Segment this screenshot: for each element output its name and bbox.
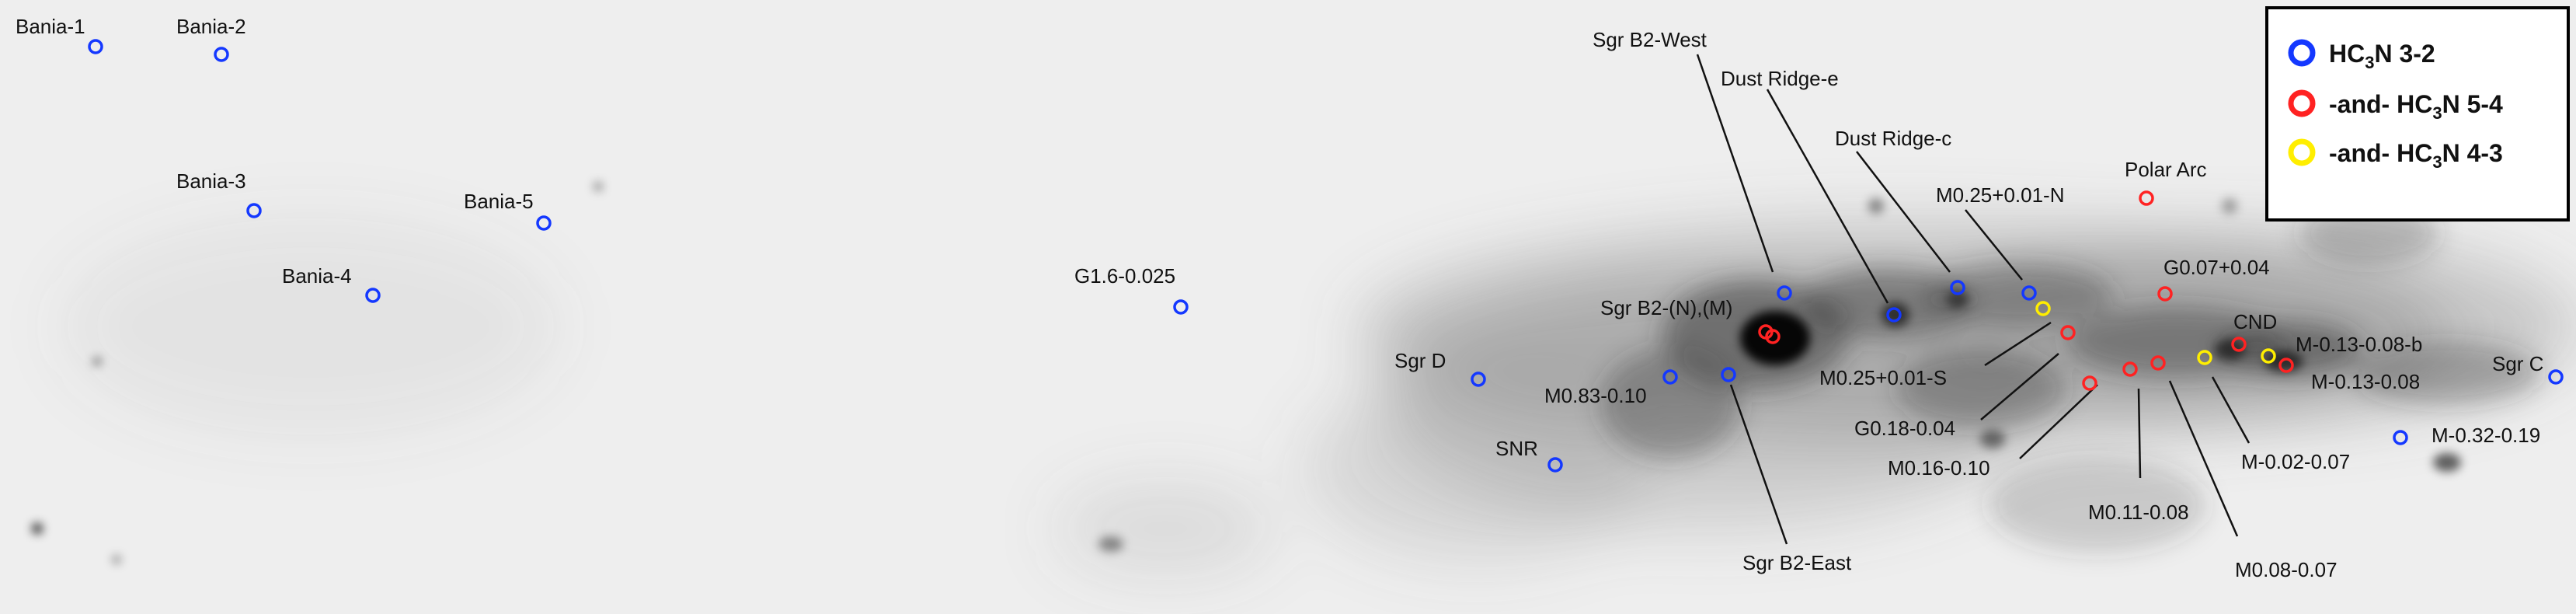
leader-line-dust-ridge-e — [1766, 89, 1889, 304]
label-polar-arc: Polar Arc — [2125, 158, 2207, 181]
leader-line-m0.11 — [2137, 388, 2142, 479]
marker-sgr-c — [2548, 369, 2564, 385]
marker-dust-ridge-e — [1886, 307, 1902, 323]
label-g1.6-0.025: G1.6-0.025 — [1074, 264, 1175, 288]
marker-cnd — [2231, 337, 2247, 352]
leader-line-g0.18 — [1980, 353, 2059, 420]
label-bania-1: Bania-1 — [16, 15, 85, 38]
label-g0.18: G0.18-0.04 — [1854, 417, 1955, 440]
label-m-0.13-b: M-0.13-0.08-b — [2296, 333, 2422, 356]
legend-text-hc3n-4-3: -and- HC3N 4-3 — [2329, 139, 2503, 172]
leader-line-m0.08 — [2168, 380, 2239, 537]
label-m-0.02: M-0.02-0.07 — [2241, 450, 2350, 473]
legend-entry-hc3n-5-4: -and- HC3N 5-4 — [2288, 89, 2503, 123]
marker-m0.25-n-yellow — [2035, 301, 2051, 316]
leader-line-sgr-b2-east — [1729, 384, 1788, 545]
marker-m0.11 — [2150, 355, 2166, 371]
marker-m-0.32 — [2393, 430, 2408, 445]
source-labels: Bania-1 Bania-2 Bania-3 Bania-5 Bania-4 … — [16, 15, 2543, 581]
legend: HC3N 3-2 -and- HC3N 5-4 -and- HC3N 4-3 — [2265, 6, 2570, 222]
leader-line-sgr-b2-west — [1696, 54, 1774, 273]
label-dust-ridge-c: Dust Ridge-c — [1835, 127, 1951, 150]
source-markers — [88, 39, 2564, 473]
marker-bania-5 — [536, 215, 552, 231]
label-dust-ridge-e: Dust Ridge-e — [1721, 67, 1839, 90]
leader-line-dust-ridge-c — [1856, 151, 1951, 273]
marker-sgr-d — [1471, 372, 1486, 387]
marker-m-0.13-b — [2261, 348, 2276, 364]
marker-m0.83 — [1662, 369, 1678, 385]
marker-bania-1 — [88, 39, 103, 54]
marker-bania-3 — [246, 203, 262, 218]
legend-swatch-hc3n-3-2 — [2288, 39, 2316, 67]
label-bania-4: Bania-4 — [282, 264, 352, 288]
marker-dust-ridge-c — [1950, 280, 1965, 295]
leader-line-m-0.02 — [2211, 376, 2251, 444]
marker-m0.16 — [2122, 361, 2138, 377]
legend-entry-hc3n-4-3: -and- HC3N 4-3 — [2288, 138, 2503, 172]
leader-lines — [1696, 54, 2251, 545]
label-m0.16: M0.16-0.10 — [1888, 456, 1990, 480]
marker-m-0.13 — [2278, 358, 2294, 373]
label-sgr-b2-n-m: Sgr B2-(N),(M) — [1600, 296, 1732, 319]
marker-g0.07 — [2157, 286, 2173, 302]
label-cnd: CND — [2233, 310, 2277, 333]
label-g0.07: G0.07+0.04 — [2163, 256, 2270, 279]
marker-bania-4 — [365, 288, 381, 303]
label-sgr-b2-west: Sgr B2-West — [1593, 28, 1707, 51]
leader-line-m0.16 — [2019, 384, 2098, 459]
legend-entry-hc3n-3-2: HC3N 3-2 — [2288, 39, 2435, 72]
label-m-0.32: M-0.32-0.19 — [2432, 424, 2540, 447]
legend-swatch-hc3n-4-3 — [2288, 138, 2316, 166]
label-bania-3: Bania-3 — [176, 169, 246, 193]
legend-text-hc3n-5-4: -and- HC3N 5-4 — [2329, 90, 2503, 123]
legend-text-hc3n-3-2: HC3N 3-2 — [2329, 40, 2435, 72]
marker-snr — [1547, 457, 1563, 473]
leader-line-m0.25-s — [1984, 321, 2052, 367]
label-sgr-d: Sgr D — [1394, 349, 1446, 372]
marker-m0.25-s — [2060, 325, 2076, 340]
label-snr: SNR — [1495, 437, 1538, 460]
label-sgr-c: Sgr C — [2492, 352, 2543, 375]
marker-sgr-b2-west — [1777, 285, 1792, 301]
label-bania-2: Bania-2 — [176, 15, 246, 38]
marker-sgr-b2-east — [1721, 367, 1736, 382]
marker-polar-arc — [2139, 190, 2154, 206]
marker-g1.6 — [1173, 299, 1189, 315]
marker-g0.18 — [2082, 375, 2097, 391]
marker-sgr-b2-m — [1765, 329, 1781, 344]
legend-box — [2265, 6, 2570, 222]
label-m0.11: M0.11-0.08 — [2088, 501, 2189, 524]
marker-bania-2 — [214, 47, 229, 62]
marker-m0.25-n — [2021, 285, 2037, 301]
label-m0.25-s: M0.25+0.01-S — [1819, 366, 1947, 389]
marker-m-0.02 — [2197, 350, 2212, 365]
label-sgr-b2-east: Sgr B2-East — [1742, 551, 1852, 574]
legend-swatch-hc3n-5-4 — [2288, 89, 2316, 117]
label-m0.83: M0.83-0.10 — [1544, 384, 1647, 407]
emission-background — [32, 182, 2576, 575]
leader-line-m0.25-n — [1965, 209, 2023, 281]
label-m-0.13: M-0.13-0.08 — [2311, 370, 2420, 393]
label-m0.08: M0.08-0.07 — [2235, 558, 2338, 581]
label-bania-5: Bania-5 — [464, 190, 534, 213]
label-m0.25-n: M0.25+0.01-N — [1936, 183, 2064, 207]
